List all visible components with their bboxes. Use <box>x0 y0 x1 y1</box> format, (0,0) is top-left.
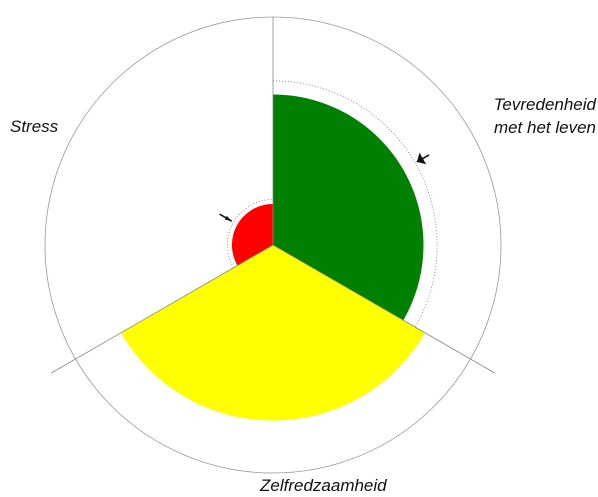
category-label: Stress <box>10 117 59 136</box>
sector <box>231 203 273 266</box>
sector <box>273 94 424 321</box>
divider <box>272 244 495 374</box>
reference-arrow-head <box>416 152 427 165</box>
reference-arc <box>227 199 274 268</box>
category-label: Zelfredzaamheid <box>260 476 387 495</box>
category-label: Tevredenheid met het leven <box>493 95 596 137</box>
reference-arc <box>272 80 438 328</box>
divider <box>51 244 274 374</box>
reference-arrow-head <box>224 215 232 222</box>
sector <box>120 245 426 421</box>
